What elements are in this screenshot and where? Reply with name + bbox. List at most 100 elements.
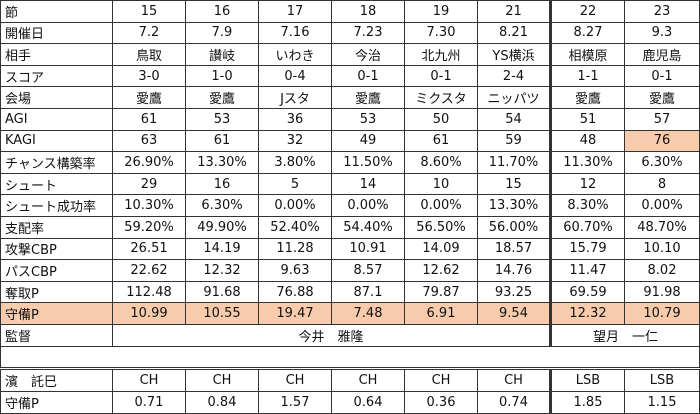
cell: 51 bbox=[550, 107, 625, 131]
cell: 21 bbox=[477, 0, 552, 23]
cell: Jスタ bbox=[258, 86, 332, 109]
row-label: シュート bbox=[0, 172, 113, 196]
cell: 10.30% bbox=[112, 194, 186, 217]
cell: 12 bbox=[550, 172, 625, 196]
row: 支配率 59.20% 49.90% 52.40% 54.40% 56.50% 56.00% 6… bbox=[0, 215, 700, 239]
cell: 61 bbox=[404, 129, 478, 153]
cell: 讃岐 bbox=[185, 43, 259, 66]
cell: 16 bbox=[185, 172, 259, 196]
cell: 0.36 bbox=[404, 391, 478, 414]
cell: 1.15 bbox=[624, 391, 700, 414]
cell: 7.23 bbox=[331, 21, 405, 45]
cell: 54.40% bbox=[331, 215, 405, 239]
cell: 9.54 bbox=[477, 302, 552, 325]
cell: 8.30% bbox=[550, 194, 625, 217]
row: スコア 3-0 1-0 0-4 0-1 0-1 2-4 1-1 0-1 bbox=[0, 64, 700, 88]
cell: 15 bbox=[112, 0, 186, 23]
cell: 8.27 bbox=[550, 21, 625, 45]
row-label: KAGI bbox=[0, 129, 113, 153]
cell: 13.30% bbox=[185, 151, 259, 174]
cell: 14.19 bbox=[185, 237, 259, 261]
cell: LSB bbox=[624, 369, 700, 392]
row-label: シュート成功率 bbox=[0, 194, 113, 217]
cell: 0-1 bbox=[404, 64, 478, 88]
cell: 17 bbox=[258, 0, 332, 23]
cell: 鳥取 bbox=[112, 43, 186, 66]
row: 攻撃CBP 26.51 14.19 11.28 10.91 14.09 18.57 15.79… bbox=[0, 237, 700, 261]
cell: 26.51 bbox=[112, 237, 186, 261]
cell: 2-4 bbox=[477, 64, 552, 88]
cell: 7.9 bbox=[185, 21, 259, 45]
cell: 10 bbox=[404, 172, 478, 196]
cell: CH bbox=[185, 369, 259, 392]
cell: 愛鷹 bbox=[112, 86, 186, 109]
manager: 今井 雅隆 bbox=[112, 323, 552, 347]
row: 相手 鳥取 讃岐 いわき 今治 北九州 YS横浜 相模原 鹿児島 bbox=[0, 43, 700, 66]
cell: 0.00% bbox=[331, 194, 405, 217]
player-table: 濱 託巳 CH CH CH CH CH CH LSB LSB 守備P 0.71 0.84 1.57 0.6… bbox=[0, 369, 700, 414]
row-label: 支配率 bbox=[0, 215, 113, 239]
cell: 7.2 bbox=[112, 21, 186, 45]
cell: 7.48 bbox=[331, 302, 405, 325]
cell: 52.40% bbox=[258, 215, 332, 239]
row-label: 開催日 bbox=[0, 21, 113, 45]
cell: 87.1 bbox=[331, 280, 405, 304]
row: 守備P 0.71 0.84 1.57 0.64 0.36 0.74 1.85 1.15 bbox=[0, 391, 700, 414]
cell: 9.3 bbox=[624, 21, 700, 45]
cell: 愛鷹 bbox=[185, 86, 259, 109]
cell: 23 bbox=[624, 0, 700, 23]
cell: 48.70% bbox=[624, 215, 700, 239]
cell: 56.00% bbox=[477, 215, 552, 239]
cell: 8 bbox=[624, 172, 700, 196]
cell: 0-4 bbox=[258, 64, 332, 88]
row: パスCBP 22.62 12.32 9.63 8.57 12.62 14.76 11.47 8.… bbox=[0, 259, 700, 282]
row: KAGI 63 61 32 49 61 59 48 76 bbox=[0, 129, 700, 153]
cell: 鹿児島 bbox=[624, 43, 700, 66]
row-label: 攻撃CBP bbox=[0, 237, 113, 261]
cell: 11.70% bbox=[477, 151, 552, 174]
row-label: 会場 bbox=[0, 86, 113, 109]
cell: LSB bbox=[550, 369, 625, 392]
cell: 63 bbox=[112, 129, 186, 153]
cell: 0.71 bbox=[112, 391, 186, 414]
cell: 18 bbox=[331, 0, 405, 23]
cell: 112.48 bbox=[112, 280, 186, 304]
cell: 5 bbox=[258, 172, 332, 196]
cell: CH bbox=[404, 369, 478, 392]
manager: 望月 一仁 bbox=[550, 323, 700, 347]
cell: 0.00% bbox=[404, 194, 478, 217]
cell: 76 bbox=[624, 129, 700, 153]
cell: YS横浜 bbox=[477, 43, 552, 66]
cell: 9.63 bbox=[258, 259, 332, 282]
cell: 6.30% bbox=[624, 151, 700, 174]
cell: 15.79 bbox=[550, 237, 625, 261]
cell: 愛鷹 bbox=[550, 86, 625, 109]
cell: 1-1 bbox=[550, 64, 625, 88]
cell: 10.99 bbox=[112, 302, 186, 325]
cell: 54 bbox=[477, 107, 552, 131]
cell: 3.80% bbox=[258, 151, 332, 174]
cell: 15 bbox=[477, 172, 552, 196]
cell: 0.00% bbox=[624, 194, 700, 217]
cell: 0.64 bbox=[331, 391, 405, 414]
cell: 91.68 bbox=[185, 280, 259, 304]
row-label: チャンス構築率 bbox=[0, 151, 113, 174]
cell: 7.16 bbox=[258, 21, 332, 45]
cell: 11.47 bbox=[550, 259, 625, 282]
cell: 59 bbox=[477, 129, 552, 153]
cell: 32 bbox=[258, 129, 332, 153]
cell: CH bbox=[258, 369, 332, 392]
cell: 14.09 bbox=[404, 237, 478, 261]
cell: 11.28 bbox=[258, 237, 332, 261]
cell: 14 bbox=[331, 172, 405, 196]
cell: CH bbox=[477, 369, 552, 392]
row: 開催日 7.2 7.9 7.16 7.23 7.30 8.21 8.27 9.3 bbox=[0, 21, 700, 45]
row: シュート 29 16 5 14 10 15 12 8 bbox=[0, 172, 700, 196]
row: 節 15 16 17 18 19 21 22 23 bbox=[0, 0, 700, 23]
cell: 19.47 bbox=[258, 302, 332, 325]
row-label: パスCBP bbox=[0, 259, 113, 282]
row-label: 濱 託巳 bbox=[0, 369, 113, 392]
cell: 0-1 bbox=[331, 64, 405, 88]
cell: 3-0 bbox=[112, 64, 186, 88]
